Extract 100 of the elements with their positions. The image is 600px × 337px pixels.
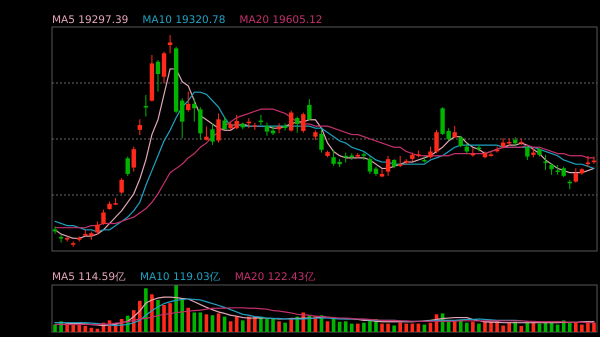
bar — [471, 322, 475, 332]
candlestick — [288, 110, 294, 132]
bar — [156, 300, 160, 332]
candlestick — [319, 128, 324, 154]
bar — [446, 321, 450, 332]
bar — [368, 320, 372, 332]
bar — [283, 322, 287, 332]
bar — [501, 325, 505, 332]
bar — [452, 321, 456, 332]
bar — [210, 315, 214, 332]
candlestick — [125, 156, 130, 176]
candlestick — [222, 116, 227, 130]
candlestick — [119, 178, 124, 194]
bar — [592, 322, 596, 332]
bar — [53, 324, 57, 332]
candlestick — [586, 155, 590, 168]
bar — [580, 324, 584, 332]
bar — [520, 326, 524, 332]
candlestick — [95, 221, 100, 236]
candlestick — [204, 126, 209, 141]
bar — [96, 328, 100, 332]
candlestick — [392, 158, 396, 169]
bar — [428, 322, 432, 332]
bar — [398, 322, 402, 332]
bar — [326, 321, 330, 332]
bar — [338, 322, 342, 332]
candlestick — [258, 114, 264, 126]
candlestick — [398, 155, 402, 168]
candlestick — [458, 135, 463, 148]
bar — [332, 318, 336, 332]
bar — [192, 312, 196, 332]
bar — [247, 316, 251, 332]
candlestick — [295, 116, 300, 134]
bar — [586, 322, 590, 332]
bar — [240, 320, 245, 332]
candlestick — [216, 112, 221, 144]
bar — [344, 321, 348, 332]
bar — [259, 318, 263, 332]
candlestick — [192, 98, 197, 122]
bar — [162, 305, 166, 332]
bar — [204, 314, 208, 332]
bar — [404, 324, 408, 332]
candlestick — [101, 209, 106, 226]
bar — [422, 324, 426, 332]
bar — [380, 324, 384, 332]
candlestick — [568, 179, 572, 190]
candlestick — [464, 142, 470, 154]
candlestick — [386, 155, 390, 176]
bar — [168, 303, 172, 332]
bar — [228, 321, 232, 332]
bar — [416, 324, 420, 332]
bar — [392, 325, 396, 332]
legend: MA5 114.59亿 MA10 119.03亿 MA20 122.43亿 — [52, 271, 316, 283]
bar — [234, 316, 238, 332]
bar — [356, 324, 360, 332]
candlestick — [301, 112, 306, 134]
candlestick — [368, 156, 372, 174]
bar — [350, 324, 354, 332]
candlestick — [156, 60, 160, 92]
bar — [277, 321, 281, 332]
bar — [271, 318, 275, 332]
candlestick — [162, 51, 166, 84]
candlestick — [168, 34, 172, 54]
candlestick — [374, 166, 378, 176]
bar — [410, 324, 414, 332]
candlestick — [452, 125, 457, 139]
bar — [574, 322, 578, 332]
candlestick — [138, 118, 142, 136]
candlestick — [198, 106, 203, 140]
candlestick — [313, 130, 318, 140]
candlestick — [549, 162, 554, 176]
candlestick — [276, 122, 282, 134]
bar — [216, 313, 220, 332]
bar — [568, 322, 572, 332]
legend: MA5 19297.39 MA10 19320.78 MA20 19605.12 — [52, 14, 322, 26]
bar — [465, 322, 469, 332]
bar — [180, 298, 184, 332]
bar — [90, 328, 94, 332]
bar — [483, 322, 487, 332]
bar — [84, 326, 88, 332]
bar — [477, 324, 481, 332]
candlestick — [270, 125, 276, 136]
bar — [198, 312, 202, 332]
bar — [265, 318, 269, 332]
bar — [186, 308, 190, 332]
candlestick — [543, 154, 548, 170]
candlestick — [307, 98, 312, 122]
bar — [386, 324, 390, 332]
bar — [538, 324, 542, 332]
bar — [222, 316, 226, 332]
candlestick — [132, 146, 136, 172]
bar — [362, 322, 366, 332]
bar — [289, 318, 293, 332]
bar — [556, 324, 560, 332]
candlestick — [186, 91, 190, 112]
candlestick — [246, 118, 252, 129]
candlestick — [144, 94, 148, 118]
candlestick — [434, 129, 439, 154]
candlestick — [574, 168, 578, 184]
candlestick — [525, 145, 530, 160]
